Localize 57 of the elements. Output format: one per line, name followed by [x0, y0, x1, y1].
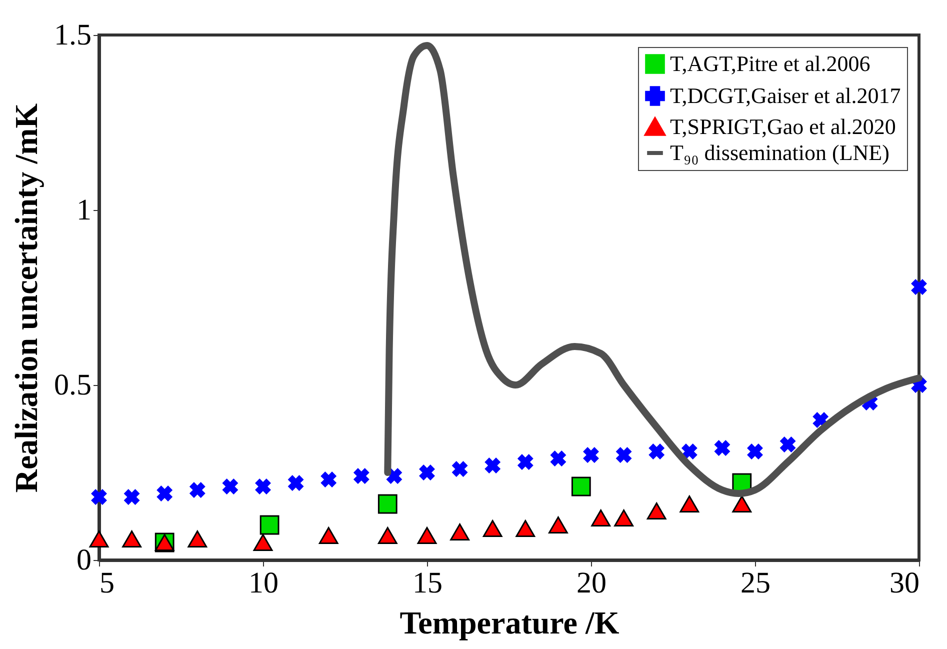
point — [378, 527, 398, 544]
x-tick-label: 15 — [412, 566, 442, 600]
y-tick-label: 0.5 — [54, 368, 92, 402]
x-axis-title: Temperature /K — [400, 604, 620, 640]
point — [680, 496, 700, 512]
point — [222, 478, 238, 494]
point — [648, 444, 665, 460]
point — [378, 494, 398, 514]
x-tick-label: 30 — [890, 566, 920, 600]
x-tick-label: 20 — [576, 566, 606, 600]
point — [288, 475, 304, 491]
point — [122, 530, 142, 548]
legend-label: T₉₀ dissemination (LNE) — [670, 140, 890, 165]
point — [253, 534, 273, 551]
point — [616, 447, 632, 463]
x-tick-label: 5 — [100, 566, 114, 600]
point — [255, 478, 271, 494]
y-tick-label: 1.5 — [54, 18, 92, 52]
point — [591, 510, 611, 526]
point — [516, 520, 536, 537]
point — [417, 527, 437, 544]
point — [156, 486, 173, 502]
point — [89, 530, 109, 548]
point — [450, 524, 470, 540]
x-tick-label: 25 — [740, 566, 770, 600]
legend-label: T,SPRIGT,Gao et al.2020 — [670, 114, 896, 139]
point — [517, 454, 534, 470]
point — [353, 468, 370, 484]
point — [911, 279, 927, 295]
point — [318, 527, 338, 544]
point — [482, 520, 502, 537]
point — [189, 482, 206, 498]
x-tick-label: 10 — [248, 566, 278, 600]
point — [732, 496, 752, 512]
point — [583, 447, 599, 463]
point — [260, 515, 280, 535]
y-axis-title: Realization uncertainty /mK — [8, 103, 44, 493]
point — [419, 464, 435, 480]
point — [571, 476, 591, 496]
legend-label: T,DCGT,Gaiser et al.2017 — [670, 83, 901, 108]
point — [681, 444, 698, 460]
y-tick-label: 1 — [76, 194, 92, 226]
point — [747, 444, 763, 460]
point — [484, 458, 501, 474]
point — [548, 516, 568, 534]
point — [452, 461, 468, 477]
point — [188, 530, 208, 548]
point — [714, 440, 730, 456]
point — [550, 450, 566, 466]
y-tick-label: 0 — [76, 544, 92, 576]
point — [614, 510, 634, 526]
point — [646, 502, 666, 520]
point — [91, 489, 107, 505]
point — [124, 489, 140, 505]
legend-label: T,AGT,Pitre et al.2006 — [670, 51, 870, 76]
point — [780, 436, 796, 452]
point — [320, 472, 337, 488]
